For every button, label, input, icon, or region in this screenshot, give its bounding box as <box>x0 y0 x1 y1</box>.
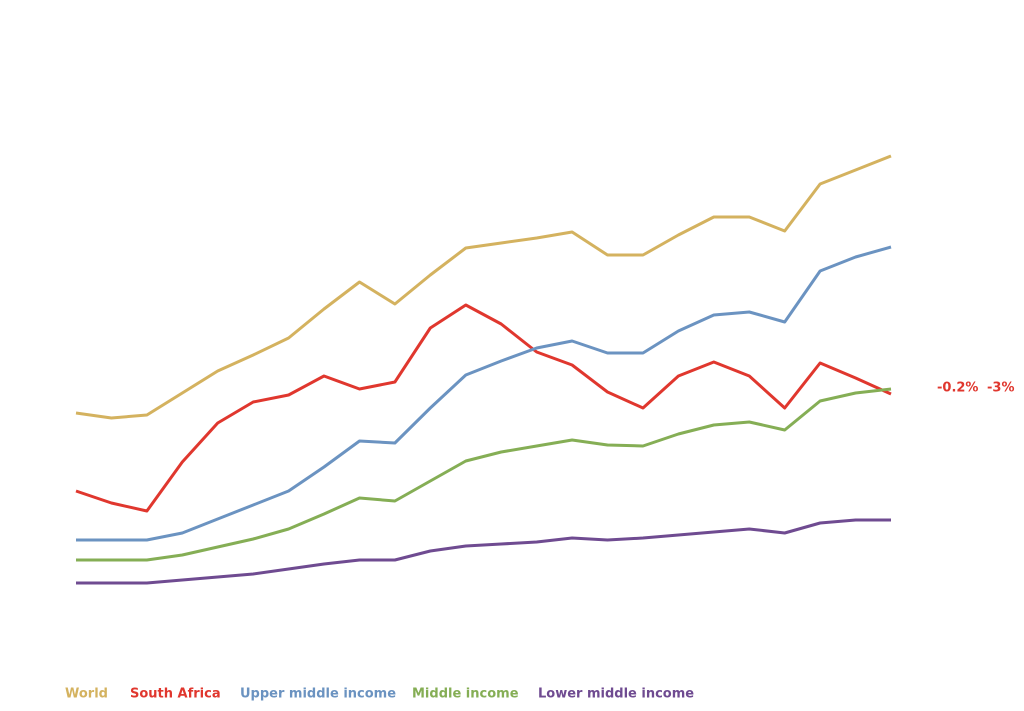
line-series <box>75 303 892 513</box>
line-series <box>76 245 892 542</box>
legend-entry: Lower middle income <box>538 687 694 702</box>
line-series <box>76 518 891 585</box>
annotation: -0.2% <box>937 381 978 396</box>
legend-entry: World <box>65 687 108 702</box>
legend-entry: Upper middle income <box>240 687 396 702</box>
line-series <box>75 154 892 420</box>
legend-entry: Middle income <box>412 687 519 702</box>
line-series <box>76 387 892 562</box>
legend-entry: South Africa <box>130 687 221 702</box>
annotation: -3% <box>987 381 1014 396</box>
